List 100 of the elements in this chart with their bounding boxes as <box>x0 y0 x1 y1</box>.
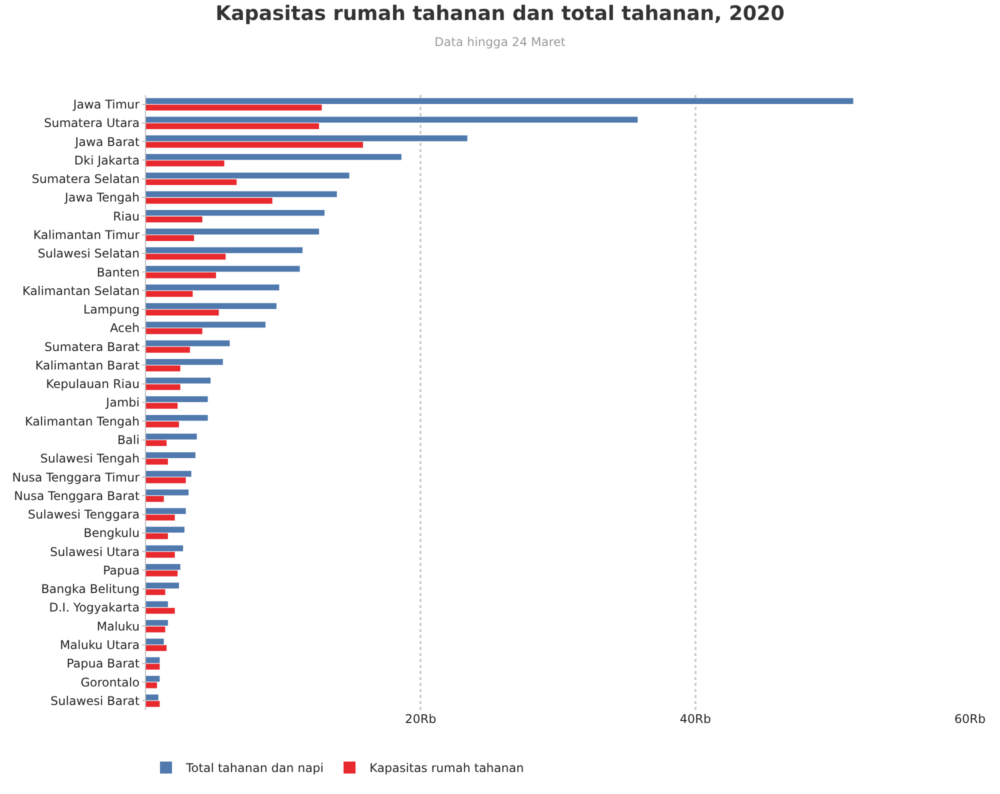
y-tick-label: Sulawesi Selatan <box>38 246 140 261</box>
y-tick-label: Lampung <box>83 302 140 317</box>
bar <box>146 210 325 216</box>
bar <box>146 291 193 297</box>
y-tick-label: Bengkulu <box>84 526 140 540</box>
bar <box>146 434 197 440</box>
y-tick-label: Sulawesi Tenggara <box>28 508 140 522</box>
bar <box>146 589 166 596</box>
bar <box>146 620 168 626</box>
bar <box>146 626 166 632</box>
y-tick-label: Kalimantan Barat <box>35 358 140 372</box>
bar <box>146 701 160 707</box>
bar <box>146 359 223 365</box>
bar <box>146 247 303 254</box>
y-tick-label: Papua Barat <box>66 656 140 671</box>
bar <box>146 154 402 160</box>
bar <box>146 266 300 272</box>
x-tick-label: 60Rb <box>954 712 986 726</box>
y-tick-label: Dki Jakarta <box>74 153 140 168</box>
bar <box>146 340 230 346</box>
y-tick-label: D.I. Yogyakarta <box>49 600 140 615</box>
y-tick-label: Papua <box>102 563 140 578</box>
bar <box>146 172 350 179</box>
bar <box>146 496 164 502</box>
bar <box>146 608 175 614</box>
bar <box>146 104 322 111</box>
y-tick-label: Nusa Tenggara Barat <box>14 488 140 503</box>
bar <box>146 98 854 104</box>
y-tick-label: Sumatera Barat <box>44 340 140 354</box>
y-tick-label: Sulawesi Utara <box>50 544 140 559</box>
y-tick-label: Kalimantan Selatan <box>22 284 140 298</box>
chart-title: Kapasitas rumah tahanan dan total tahanan, 2020 <box>215 0 785 25</box>
bar <box>146 552 175 558</box>
y-tick-label: Bali <box>117 432 140 447</box>
y-tick-label: Jawa Barat <box>74 134 140 149</box>
y-tick-label: Sulawesi Tengah <box>40 452 140 466</box>
y-tick-label: Jawa Timur <box>72 98 140 112</box>
bar <box>146 526 184 533</box>
bar <box>146 142 363 148</box>
bar <box>146 452 196 458</box>
bar <box>146 545 184 552</box>
bar <box>146 303 276 309</box>
legend-label: Kapasitas rumah tahanan <box>370 761 524 776</box>
y-tick-label: Nusa Tenggara Timur <box>12 470 140 484</box>
bar <box>146 508 186 514</box>
y-tick-label: Jawa Tengah <box>64 190 140 205</box>
y-tick-label: Sumatera Utara <box>44 116 140 130</box>
bar <box>146 179 237 186</box>
y-tick-label: Jambi <box>105 396 140 410</box>
y-tick-label: Maluku <box>96 619 140 634</box>
bar <box>146 470 192 477</box>
bar <box>146 458 168 465</box>
bar <box>146 235 194 241</box>
y-tick-label: Maluku Utara <box>60 638 140 652</box>
y-tick-label: Kalimantan Timur <box>33 228 140 242</box>
bar <box>146 682 157 688</box>
bar <box>146 564 180 570</box>
bar <box>146 198 272 204</box>
bar <box>146 310 219 316</box>
y-tick-label: Kepulauan Riau <box>46 377 140 392</box>
bar <box>146 396 208 402</box>
bar <box>146 160 224 166</box>
bar <box>146 582 179 589</box>
x-tick-label: 20Rb <box>405 712 436 726</box>
bar <box>146 135 468 142</box>
bar <box>146 414 208 421</box>
bar <box>146 514 175 521</box>
bar <box>146 676 160 682</box>
bar <box>146 664 160 670</box>
bar <box>146 694 158 700</box>
bar <box>146 328 202 334</box>
y-tick-label: Riau <box>112 209 140 224</box>
y-tick-label: Aceh <box>110 321 140 336</box>
bar <box>146 570 178 576</box>
bar <box>146 477 186 484</box>
y-tick-label: Kalimantan Tengah <box>24 414 140 428</box>
legend-label: Total tahanan dan napi <box>185 761 324 776</box>
bar <box>146 284 280 290</box>
bar <box>146 191 337 198</box>
y-tick-label: Banten <box>96 265 140 280</box>
bar <box>146 638 164 644</box>
bar <box>146 216 202 222</box>
bar <box>146 645 167 651</box>
bar <box>146 440 167 446</box>
y-tick-label: Sumatera Selatan <box>32 172 140 186</box>
bar <box>146 272 216 278</box>
bar <box>146 254 226 260</box>
bar <box>146 533 168 540</box>
bar <box>146 346 190 353</box>
bar <box>146 116 638 123</box>
x-tick-label: 40Rb <box>680 712 711 726</box>
bar <box>146 228 320 234</box>
y-tick-label: Gorontalo <box>80 675 140 690</box>
y-tick-label: Bangka Belitung <box>41 582 140 596</box>
bar <box>146 123 320 130</box>
bar <box>146 601 168 608</box>
bar <box>146 322 266 328</box>
chart-subtitle: Data hingga 24 Maret <box>434 34 566 49</box>
bar <box>146 421 179 428</box>
bar <box>146 402 178 409</box>
